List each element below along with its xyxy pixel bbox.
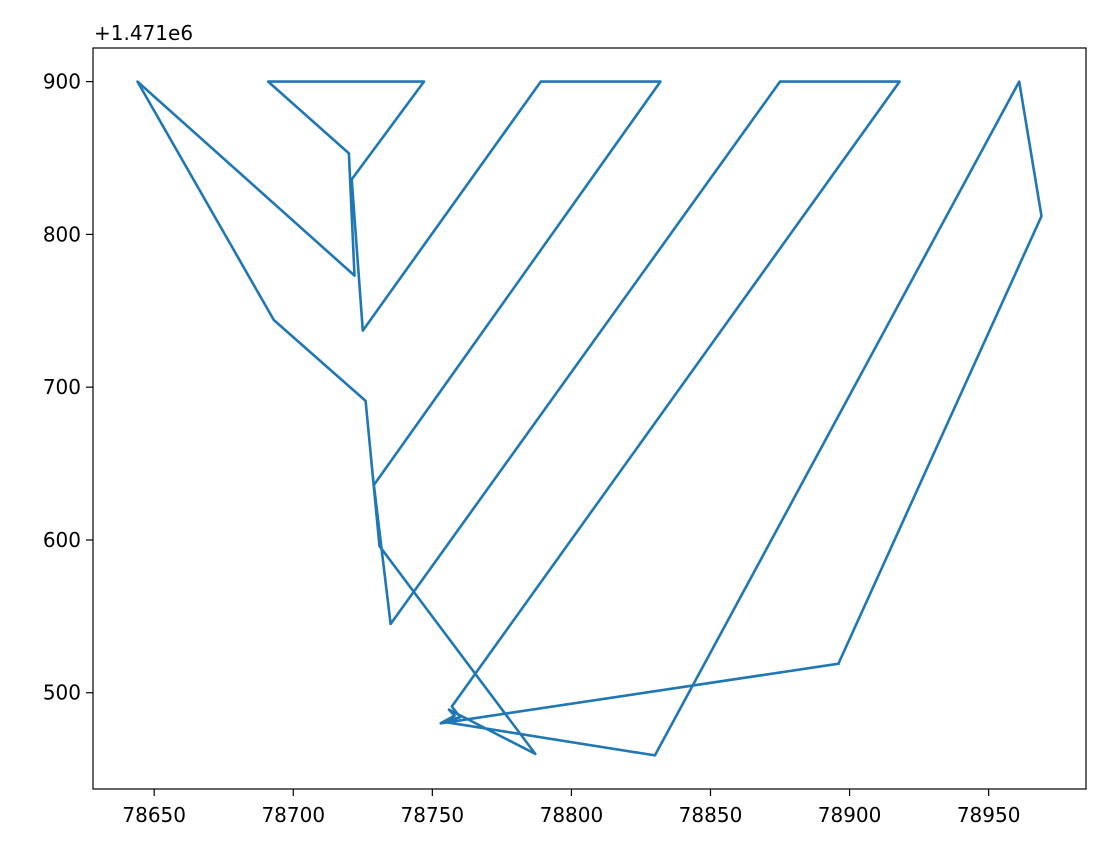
y-tick-label: 700 xyxy=(43,375,81,399)
plot-area xyxy=(136,80,1043,757)
x-tick-label: 78950 xyxy=(957,803,1021,827)
series-line xyxy=(136,80,1043,757)
y-tick-label: 500 xyxy=(43,681,81,705)
x-tick-label: 78900 xyxy=(818,803,882,827)
y-axis: 500 600 700 800 900 xyxy=(43,70,93,705)
x-tick-label: 78750 xyxy=(401,803,465,827)
x-tick-label: 78700 xyxy=(261,803,325,827)
y-tick-label: 900 xyxy=(43,70,81,94)
x-axis: 78650 78700 78750 78800 78850 78900 78950 xyxy=(122,789,1020,827)
x-tick-label: 78650 xyxy=(122,803,186,827)
plot-frame xyxy=(92,47,1087,790)
y-tick-label: 600 xyxy=(43,528,81,552)
y-axis-offset-label: +1.471e6 xyxy=(94,21,193,45)
x-tick-label: 78850 xyxy=(679,803,743,827)
y-tick-label: 800 xyxy=(43,222,81,246)
x-tick-label: 78800 xyxy=(540,803,604,827)
